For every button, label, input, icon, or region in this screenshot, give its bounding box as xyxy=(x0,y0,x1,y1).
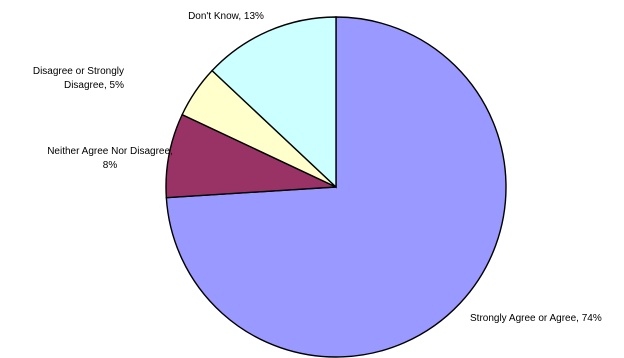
slice-label-1: Neither Agree Nor Disagree, 8% xyxy=(47,146,173,171)
pie-labels: Strongly Agree or Agree, 74% Neither Agre… xyxy=(33,11,602,324)
slice-label-3: Don't Know, 13% xyxy=(188,11,264,22)
slice-label-line: Disagree, 5% xyxy=(64,80,124,91)
slice-label-line: Disagree or Strongly xyxy=(33,66,124,77)
slice-label-2: Disagree or Strongly Disagree, 5% xyxy=(33,66,124,91)
slice-label-line: Strongly Agree or Agree, 74% xyxy=(470,313,602,324)
pie-slices xyxy=(165,16,507,358)
slice-label-line: Neither Agree Nor Disagree, xyxy=(47,146,173,157)
slice-label-0: Strongly Agree or Agree, 74% xyxy=(470,313,602,324)
pie-slice-3 xyxy=(211,16,337,189)
slice-label-line: 8% xyxy=(103,160,118,171)
slice-label-line: Don't Know, 13% xyxy=(188,11,264,22)
